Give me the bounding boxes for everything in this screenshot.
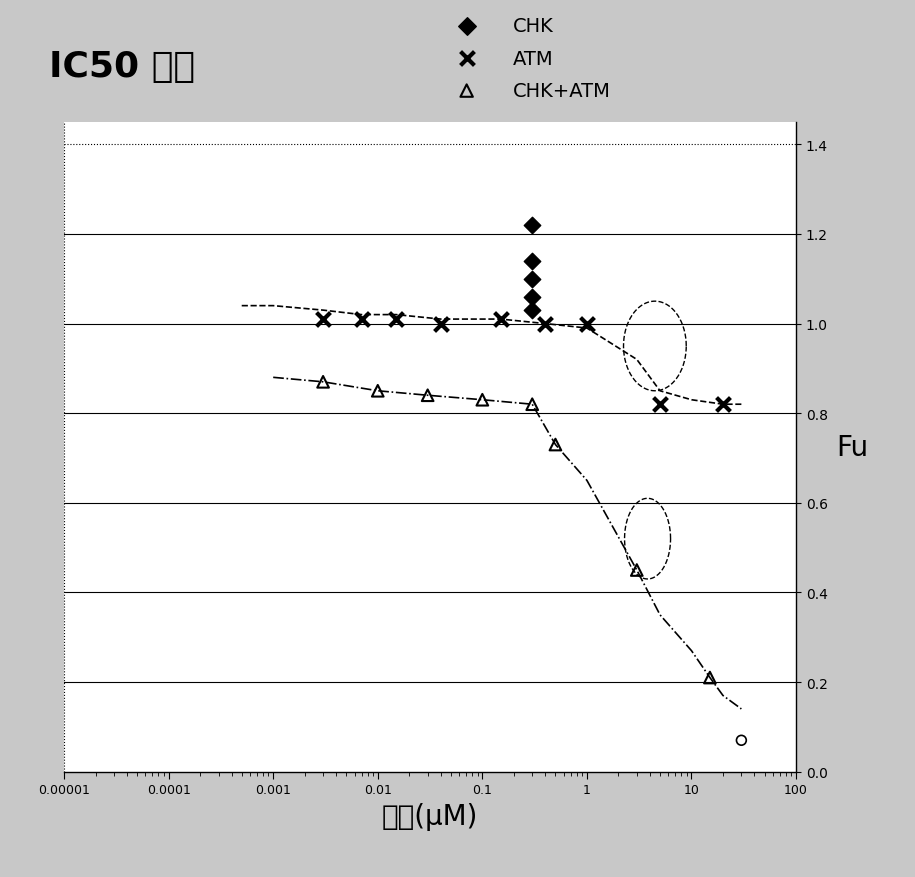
Point bbox=[525, 273, 540, 287]
Point bbox=[459, 20, 474, 34]
Point bbox=[316, 375, 330, 389]
Text: IC50 曲线: IC50 曲线 bbox=[49, 50, 195, 84]
Text: ATM: ATM bbox=[512, 50, 553, 68]
Point bbox=[475, 393, 490, 407]
Point bbox=[525, 254, 540, 268]
Text: CHK: CHK bbox=[512, 18, 554, 37]
Point bbox=[493, 313, 508, 327]
Point bbox=[525, 398, 540, 412]
X-axis label: 剂量(μM): 剂量(μM) bbox=[382, 802, 479, 830]
Point bbox=[371, 384, 385, 398]
Point bbox=[459, 53, 474, 67]
Point bbox=[630, 563, 644, 577]
Point bbox=[703, 671, 717, 685]
Point bbox=[434, 317, 448, 332]
Point bbox=[420, 389, 435, 403]
Point bbox=[734, 733, 748, 747]
Point bbox=[579, 317, 594, 332]
Point bbox=[316, 313, 330, 327]
Point bbox=[538, 317, 553, 332]
Text: CHK+ATM: CHK+ATM bbox=[512, 82, 610, 101]
Point bbox=[389, 313, 404, 327]
Point bbox=[652, 398, 667, 412]
Point bbox=[525, 290, 540, 304]
Point bbox=[354, 313, 369, 327]
Y-axis label: Fu: Fu bbox=[836, 433, 869, 461]
Point bbox=[716, 398, 730, 412]
Point bbox=[459, 84, 474, 98]
Point bbox=[525, 218, 540, 232]
Point bbox=[525, 303, 540, 317]
Point bbox=[548, 438, 563, 452]
